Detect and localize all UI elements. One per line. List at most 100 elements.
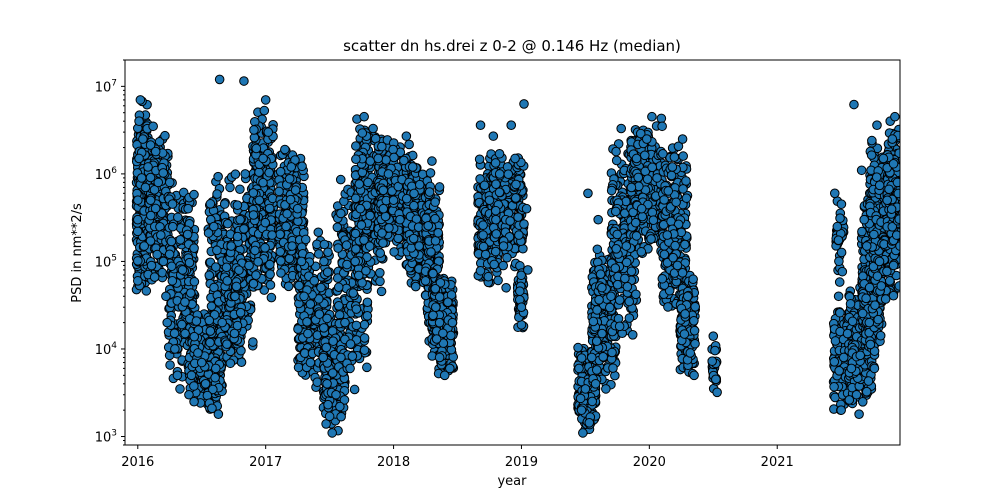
- data-point: [180, 297, 190, 307]
- data-point: [184, 257, 195, 268]
- data-point: [265, 259, 275, 270]
- data-point: [282, 208, 292, 219]
- data-point: [209, 221, 219, 232]
- data-point: [349, 384, 360, 395]
- data-point: [351, 154, 361, 165]
- data-point: [576, 353, 587, 363]
- data-point: [264, 167, 274, 178]
- data-point: [479, 180, 490, 191]
- data-point: [491, 179, 501, 189]
- data-point: [260, 217, 271, 228]
- data-point: [316, 282, 326, 293]
- data-point: [333, 282, 344, 293]
- data-point: [167, 199, 178, 209]
- data-point: [409, 188, 419, 199]
- data-point: [276, 268, 286, 278]
- data-point: [239, 224, 249, 234]
- data-point: [323, 399, 333, 410]
- data-point: [205, 199, 216, 209]
- data-point: [235, 184, 245, 195]
- data-point: [611, 155, 622, 166]
- chart-title: scatter dn hs.drei z 0-2 @ 0.146 Hz (med…: [343, 37, 681, 55]
- data-point: [185, 288, 196, 298]
- data-point: [146, 260, 157, 271]
- data-point: [587, 396, 598, 407]
- data-point: [359, 333, 370, 343]
- data-point: [166, 261, 177, 272]
- data-point: [388, 144, 398, 155]
- data-point: [212, 189, 222, 199]
- data-point: [573, 342, 583, 353]
- data-point: [345, 339, 356, 349]
- data-point: [293, 324, 303, 334]
- data-point: [511, 179, 521, 190]
- data-point: [285, 194, 296, 205]
- data-point: [322, 313, 332, 324]
- data-point: [189, 243, 199, 253]
- data-point: [377, 141, 387, 152]
- data-point: [293, 362, 304, 373]
- data-point: [213, 171, 223, 182]
- data-point: [321, 342, 332, 353]
- data-point: [232, 320, 243, 331]
- data-point: [294, 280, 304, 291]
- plot-area: [131, 74, 900, 438]
- data-point: [342, 259, 352, 270]
- data-point: [189, 381, 199, 391]
- data-point: [336, 208, 346, 219]
- data-point: [312, 377, 323, 387]
- data-point: [591, 336, 602, 346]
- data-point: [489, 259, 500, 270]
- data-point: [604, 302, 615, 313]
- data-point: [490, 158, 501, 168]
- data-point: [258, 177, 268, 188]
- data-point: [594, 295, 604, 305]
- data-point: [189, 276, 200, 287]
- data-point: [232, 200, 243, 210]
- data-point: [160, 130, 170, 141]
- data-point: [353, 270, 364, 281]
- data-point: [362, 297, 373, 308]
- data-point: [503, 169, 514, 179]
- data-point: [254, 167, 264, 177]
- data-point: [365, 210, 375, 221]
- data-point: [259, 105, 270, 116]
- data-point: [515, 286, 525, 296]
- data-point: [389, 152, 399, 163]
- data-point: [133, 256, 143, 266]
- data-point: [225, 358, 236, 369]
- data-point: [475, 265, 486, 276]
- data-point: [202, 390, 213, 401]
- data-point: [364, 241, 375, 251]
- data-point: [483, 271, 494, 282]
- data-point: [376, 286, 387, 297]
- data-point: [264, 203, 275, 214]
- data-point: [362, 362, 372, 373]
- data-point: [167, 221, 178, 232]
- data-point: [490, 246, 501, 257]
- data-point: [275, 246, 286, 257]
- data-point: [250, 245, 260, 256]
- data-point: [229, 328, 240, 339]
- data-point: [423, 220, 434, 231]
- data-point: [384, 223, 394, 233]
- data-point: [274, 186, 284, 197]
- data-point: [177, 319, 187, 330]
- data-point: [332, 222, 343, 233]
- data-point: [265, 269, 275, 280]
- data-point: [323, 247, 333, 258]
- data-point: [584, 418, 595, 428]
- data-point: [430, 283, 441, 294]
- data-point: [249, 125, 259, 135]
- data-point: [381, 155, 391, 165]
- data-point: [146, 210, 156, 221]
- data-point: [275, 256, 286, 266]
- data-point: [313, 227, 324, 238]
- data-point: [491, 229, 502, 239]
- data-point: [430, 197, 440, 207]
- data-point: [166, 236, 177, 247]
- data-point: [428, 268, 438, 279]
- data-point: [478, 241, 489, 252]
- data-point: [351, 244, 361, 254]
